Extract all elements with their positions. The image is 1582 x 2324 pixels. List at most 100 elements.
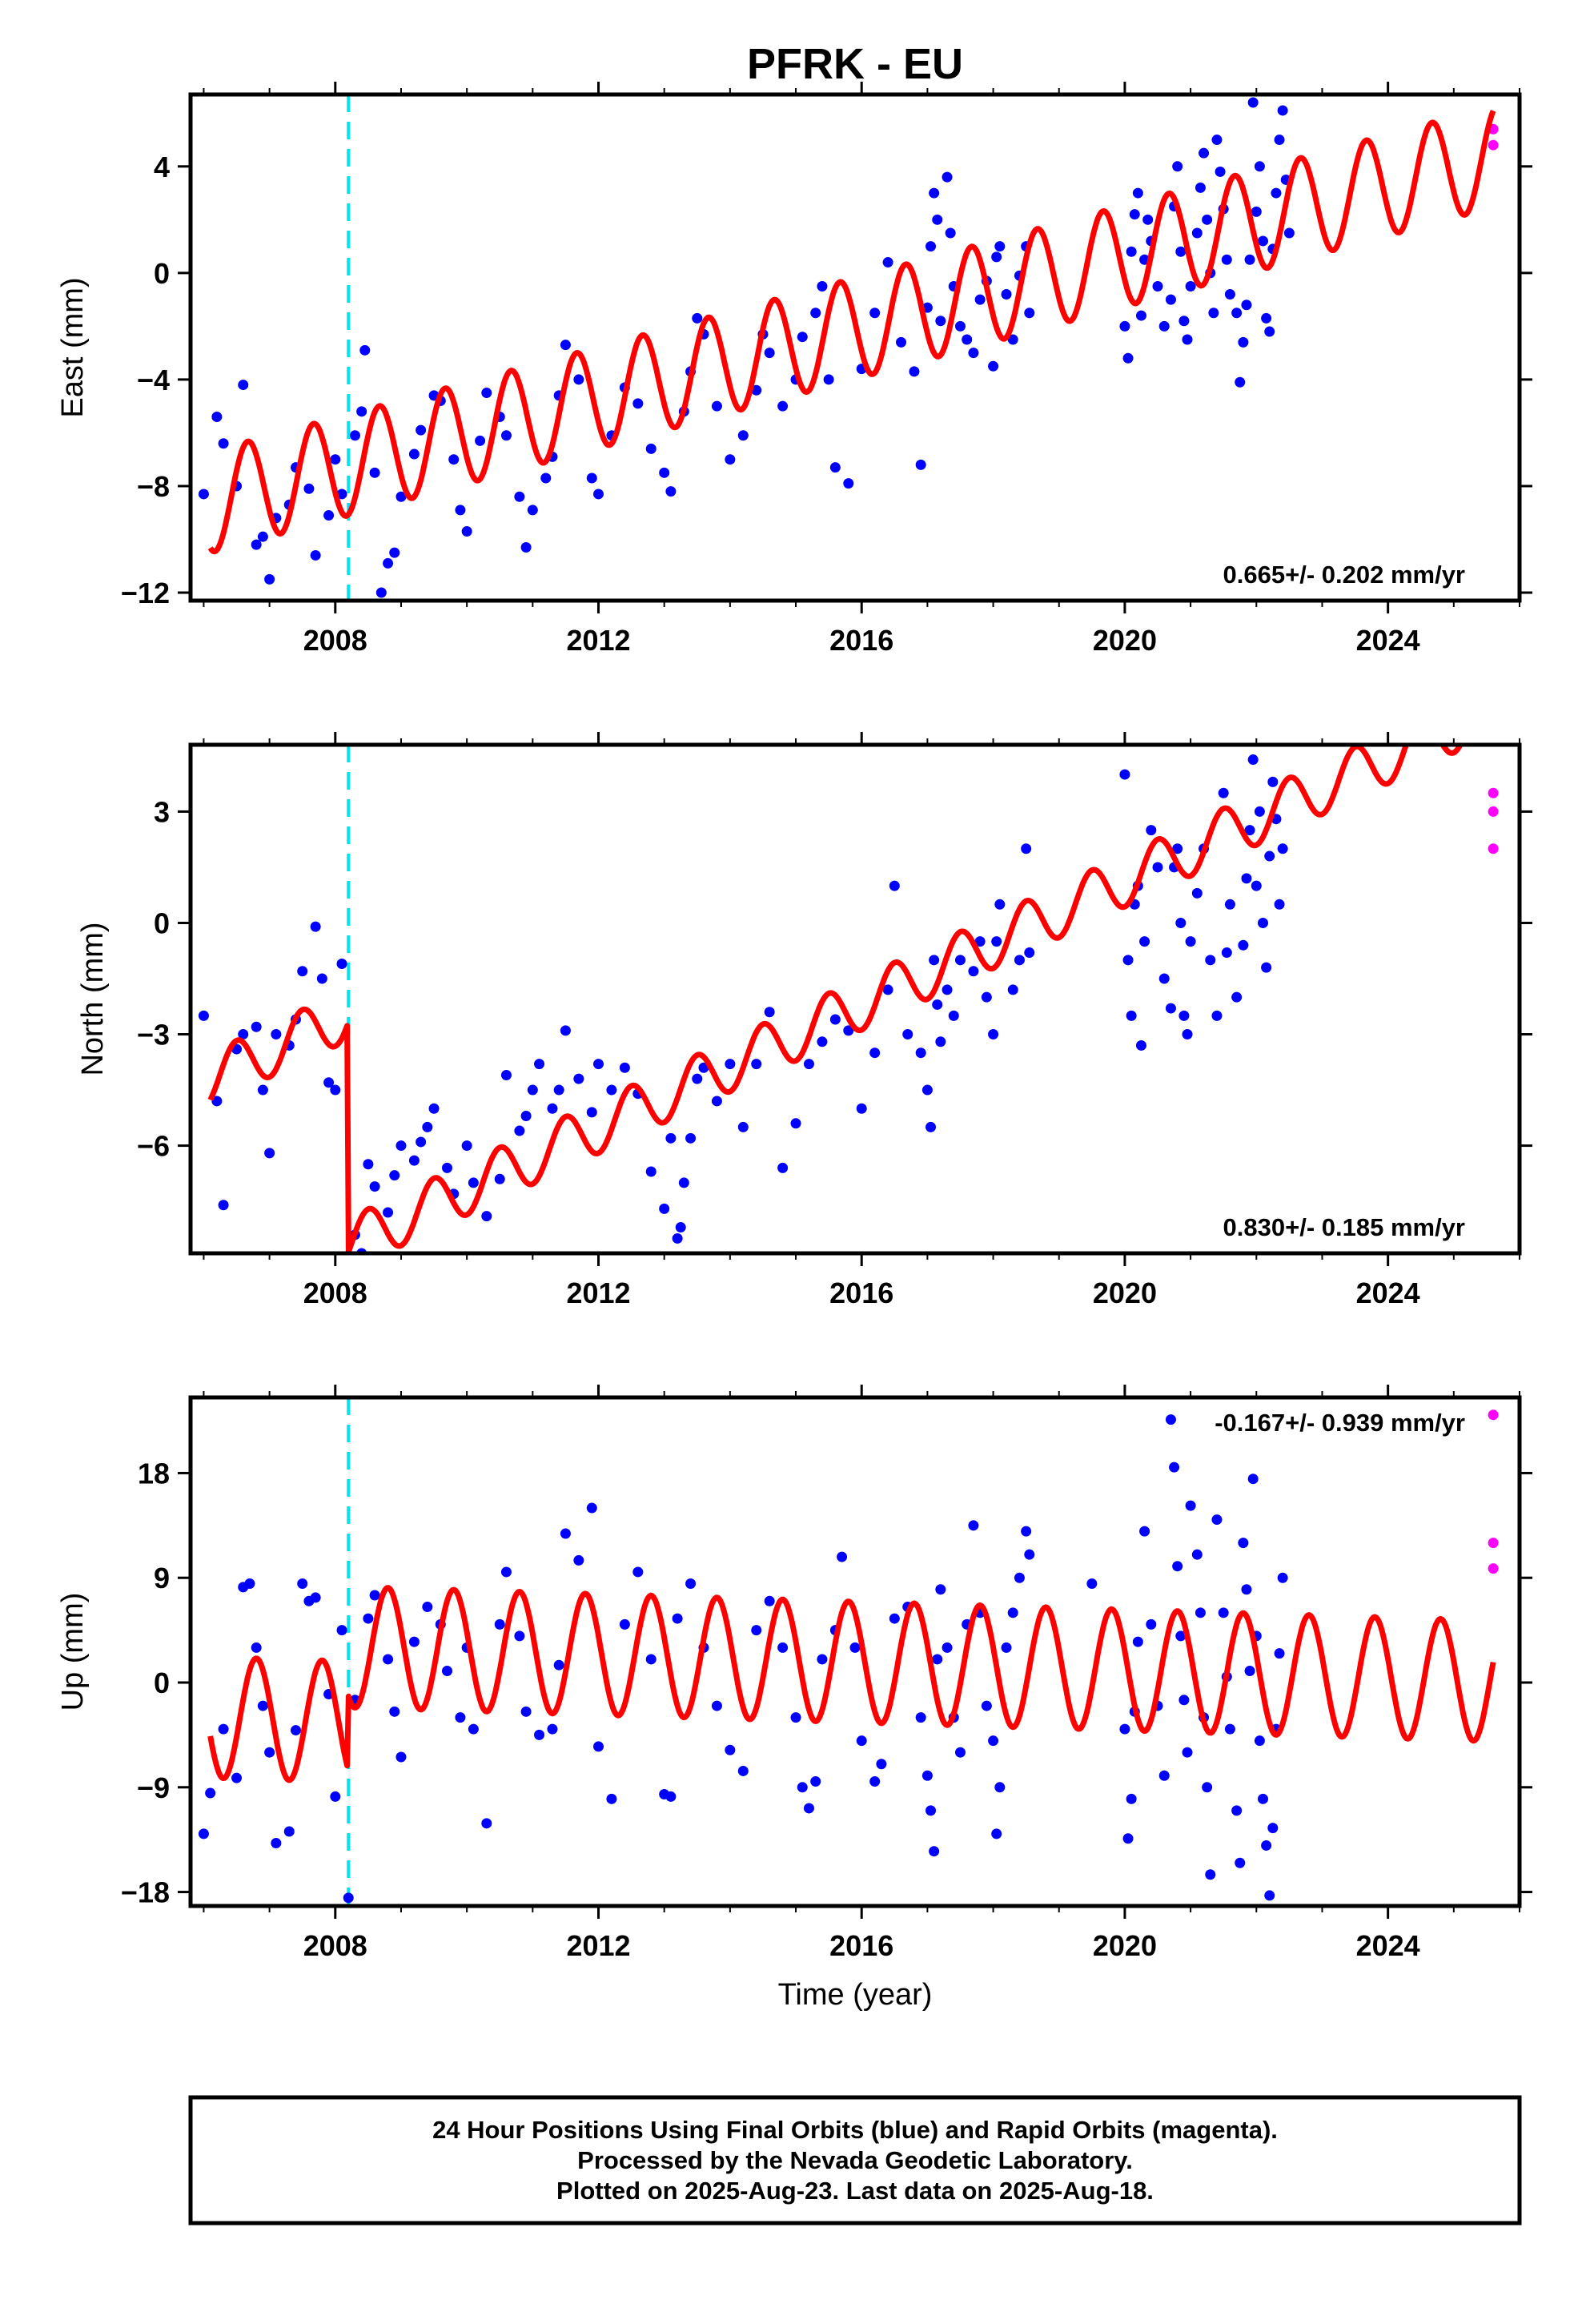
final-point [330, 1084, 341, 1096]
final-point [1007, 334, 1018, 345]
final-point [1199, 147, 1210, 159]
final-point [363, 1159, 374, 1170]
final-point [310, 1592, 321, 1603]
final-point [1122, 955, 1134, 966]
final-point [586, 472, 597, 484]
final-point [1165, 294, 1176, 305]
final-point [645, 1166, 656, 1177]
final-point [369, 1590, 380, 1601]
final-point [251, 539, 262, 550]
rapid-point [1488, 139, 1499, 151]
final-point [817, 1036, 828, 1047]
final-point [375, 587, 387, 598]
y-tick-label: −9 [137, 1771, 170, 1804]
x-tick-label: 2024 [1356, 624, 1420, 657]
final-point [1261, 1839, 1272, 1851]
final-point [1185, 1500, 1196, 1511]
final-point [1264, 850, 1275, 862]
final-point [264, 573, 275, 585]
final-point [1224, 899, 1235, 910]
final-point [974, 936, 986, 947]
final-point [777, 1162, 789, 1173]
final-point [869, 1047, 881, 1059]
final-point [560, 1025, 571, 1036]
final-point [593, 1059, 604, 1070]
final-point [1126, 246, 1137, 257]
final-point [954, 320, 966, 332]
final-point [389, 1170, 400, 1181]
final-point [711, 1700, 722, 1711]
final-point [1175, 246, 1186, 257]
final-point [1208, 308, 1219, 319]
final-point [889, 880, 900, 891]
final-point [1122, 352, 1134, 364]
final-point [1241, 1584, 1252, 1595]
final-point [790, 1712, 801, 1723]
caption-line-2: Processed by the Nevada Geodetic Laborat… [577, 2146, 1133, 2174]
final-point [389, 1706, 400, 1717]
plot-frame [188, 1395, 1522, 1908]
final-point [1119, 769, 1130, 780]
final-point [751, 384, 762, 396]
x-tick-label: 2024 [1356, 1929, 1420, 1962]
final-point [271, 1029, 282, 1040]
final-point [257, 1700, 268, 1711]
final-point [1274, 135, 1285, 146]
final-point [481, 1818, 492, 1829]
final-point [810, 308, 821, 319]
final-point [1244, 1665, 1255, 1676]
final-point [994, 241, 1006, 252]
final-point [408, 1155, 420, 1166]
final-point [915, 1712, 926, 1723]
final-point [737, 430, 749, 441]
y-tick-label: 0 [154, 1667, 170, 1699]
final-point [823, 374, 834, 385]
final-point [1267, 1823, 1279, 1834]
final-point [1261, 312, 1272, 324]
final-point [1254, 161, 1265, 172]
final-point [1021, 1526, 1032, 1537]
final-point [468, 1177, 479, 1188]
final-point [205, 1787, 216, 1799]
final-point [1267, 776, 1279, 787]
final-point [659, 1203, 670, 1214]
final-point [297, 1578, 308, 1589]
final-point [455, 1712, 466, 1723]
final-point [1264, 326, 1275, 337]
final-point [1175, 917, 1186, 928]
final-point [915, 459, 926, 470]
final-point [777, 400, 789, 412]
final-point [1024, 308, 1035, 319]
final-point [665, 1132, 677, 1144]
final-point [198, 1828, 209, 1839]
final-point [988, 1735, 999, 1747]
plot-area [198, 1397, 1499, 1906]
final-point [659, 467, 670, 478]
final-point [441, 1162, 452, 1173]
rapid-point [1488, 1409, 1499, 1421]
final-point [856, 1103, 867, 1114]
final-point [751, 1059, 762, 1070]
final-point [685, 1578, 697, 1589]
final-point [1211, 1514, 1223, 1526]
final-point [1218, 787, 1229, 798]
final-point [1146, 825, 1157, 836]
final-point [303, 483, 315, 494]
final-point [383, 1654, 394, 1665]
final-point [1231, 991, 1243, 1003]
final-point [1139, 936, 1150, 947]
final-point [1241, 300, 1252, 311]
final-point [1258, 1793, 1269, 1804]
final-point [1185, 936, 1196, 947]
final-point [817, 1654, 828, 1665]
final-point [1191, 227, 1203, 239]
y-tick-label: 4 [154, 151, 170, 183]
x-tick-label: 2020 [1093, 1277, 1157, 1309]
final-point [909, 366, 920, 377]
final-point [336, 489, 347, 500]
final-point [1182, 1747, 1193, 1758]
final-point [954, 1747, 966, 1758]
final-point [675, 1222, 686, 1233]
final-point [500, 1566, 512, 1578]
final-point [527, 505, 538, 516]
